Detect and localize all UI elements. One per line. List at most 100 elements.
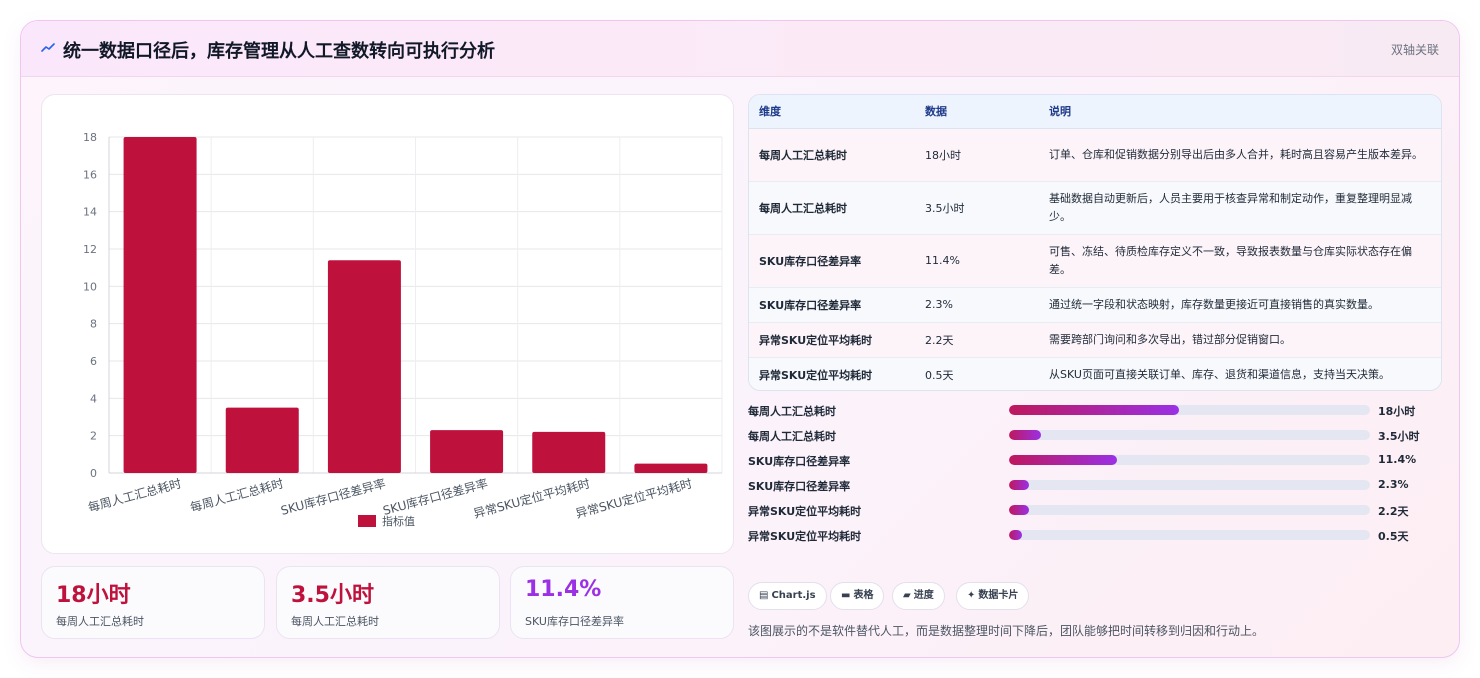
progress-label: 异常SKU定位平均耗时 (748, 530, 862, 543)
column-header-description: 说明 (1039, 95, 1441, 129)
page-title: 统一数据口径后，库存管理从人工查数转向可执行分析 (63, 41, 495, 62)
cell-description: 从SKU页面可直接关联订单、库存、退货和渠道信息，支持当天决策。 (1049, 367, 1390, 381)
cell-value: 2.2天 (915, 322, 1039, 358)
chip-data-card[interactable]: ✦ 数据卡片 (956, 582, 1030, 610)
y-tick-label: 6 (90, 355, 97, 368)
cell-dimension: 异常SKU定位平均耗时 (749, 322, 915, 358)
progress-list: 每周人工汇总耗时 18小时 每周人工汇总耗时 3.5小时 SKU库存口径差异率 … (748, 401, 1442, 551)
y-tick-label: 0 (90, 467, 97, 480)
table-icon: ▬ (841, 590, 851, 601)
progress-icon: ▰ (903, 590, 911, 601)
dual-axis-badge[interactable]: 双轴关联 (1390, 43, 1439, 57)
stat-value: 3.5小时 (291, 583, 374, 608)
progress-fill (1009, 530, 1022, 540)
cell-dimension: 每周人工汇总耗时 (749, 181, 915, 235)
cell-value: 2.3% (915, 287, 1039, 323)
progress-fill (1009, 430, 1042, 440)
detail-table-container: 维度 数据 说明 每周人工汇总耗时 18小时 订单、仓库和促销数据分别导出后由多… (748, 94, 1442, 391)
progress-row: 每周人工汇总耗时 18小时 (748, 401, 1442, 426)
y-tick-label: 8 (90, 318, 97, 331)
progress-row: SKU库存口径差异率 11.4% (748, 451, 1442, 476)
chip-table[interactable]: ▬ 表格 (830, 582, 885, 610)
progress-value: 0.5天 (1378, 530, 1409, 543)
progress-row: 每周人工汇总耗时 3.5小时 (748, 426, 1442, 451)
bar (327, 260, 401, 473)
cell-description: 需要跨部门询问和多次导出，错过部分促销窗口。 (1039, 322, 1441, 358)
bar (225, 407, 299, 473)
sparkle-icon: ✦ (967, 590, 976, 601)
stat-card-sku-diff: 11.4% SKU库存口径差异率 (510, 566, 734, 639)
progress-label: SKU库存口径差异率 (748, 480, 851, 493)
y-tick-label: 4 (90, 392, 97, 405)
chip-label: 表格 (853, 590, 874, 601)
stat-value: 11.4% (525, 577, 602, 602)
x-tick-label: 异常SKU定位平均耗时 (472, 475, 592, 521)
cell-dimension: SKU库存口径差异率 (749, 287, 915, 323)
cell-description: 基础数据自动更新后，人员主要用于核查异常和制定动作，重复整理明显减少。 (1039, 181, 1441, 235)
y-tick-label: 12 (83, 243, 97, 256)
progress-value: 3.5小时 (1378, 430, 1420, 443)
progress-track (1009, 455, 1370, 465)
progress-value: 2.2天 (1378, 505, 1409, 518)
progress-label: 异常SKU定位平均耗时 (748, 505, 862, 518)
table-row: SKU库存口径差异率 2.3% 通过统一字段和状态映射，库存数量更接近可直接销售… (749, 287, 1441, 323)
cell-dimension: 每周人工汇总耗时 (749, 128, 915, 182)
table-row: 异常SKU定位平均耗时 0.5天 从SKU页面可直接关联订单、库存、退货和渠道信… (749, 357, 1441, 390)
progress-fill (1009, 405, 1179, 415)
chip-label: Chart.js (771, 590, 816, 601)
bar (634, 463, 708, 473)
x-tick-label: SKU库存口径差异率 (279, 475, 387, 517)
progress-row: SKU库存口径差异率 2.3% (748, 476, 1442, 501)
progress-label: 每周人工汇总耗时 (748, 430, 836, 443)
bar (532, 431, 606, 473)
progress-row: 异常SKU定位平均耗时 0.5天 (748, 526, 1442, 551)
dashboard-card: 统一数据口径后，库存管理从人工查数转向可执行分析 双轴关联 0 2 4 6 8 10 12 1… (20, 20, 1460, 658)
cell-dimension: 异常SKU定位平均耗时 (759, 368, 873, 382)
y-tick-label: 10 (83, 280, 97, 293)
legend-swatch (358, 515, 376, 527)
progress-value: 18小时 (1378, 405, 1416, 418)
y-tick-label: 2 (90, 430, 97, 443)
legend-label: 指标值 (382, 514, 415, 528)
stat-card-weekly-before: 18小时 每周人工汇总耗时 (41, 566, 265, 639)
y-tick-label: 16 (83, 168, 97, 181)
column-header-value: 数据 (915, 95, 1039, 129)
table-row: 异常SKU定位平均耗时 2.2天 需要跨部门询问和多次导出，错过部分促销窗口。 (749, 322, 1441, 358)
bar (123, 137, 197, 473)
trend-line-icon (41, 43, 55, 52)
cell-value: 18小时 (915, 128, 1039, 182)
cell-value: 0.5天 (925, 368, 954, 382)
progress-label: 每周人工汇总耗时 (748, 405, 836, 418)
progress-track (1009, 505, 1370, 515)
detail-table: 维度 数据 说明 每周人工汇总耗时 18小时 订单、仓库和促销数据分别导出后由多… (749, 95, 1441, 390)
y-tick-label: 18 (83, 131, 97, 144)
progress-value: 2.3% (1378, 478, 1409, 491)
stat-value: 18小时 (56, 583, 131, 608)
bar-chart-panel: 0 2 4 6 8 10 12 14 16 18 每周人工汇总耗时 每周人工汇总耗时 SKU库存口径差异… (41, 94, 734, 554)
stat-label: SKU库存口径差异率 (525, 615, 624, 628)
chip-label: 进度 (913, 590, 934, 601)
table-row: 每周人工汇总耗时 3.5小时 基础数据自动更新后，人员主要用于核查异常和制定动作… (749, 181, 1441, 235)
x-tick-label: 每周人工汇总耗时 (86, 475, 183, 514)
progress-track (1009, 430, 1370, 440)
chip-progress[interactable]: ▰ 进度 (892, 582, 945, 610)
progress-fill (1009, 480, 1029, 490)
progress-track (1009, 530, 1370, 540)
y-tick-label: 14 (83, 206, 97, 219)
chart-icon: ▤ (759, 590, 769, 601)
cell-description: 通过统一字段和状态映射，库存数量更接近可直接销售的真实数量。 (1039, 287, 1441, 323)
card-header: 统一数据口径后，库存管理从人工查数转向可执行分析 双轴关联 (21, 21, 1459, 77)
table-row: SKU库存口径差异率 11.4% 可售、冻结、待质检库存定义不一致，导致报表数量… (749, 234, 1441, 288)
column-header-dimension: 维度 (749, 95, 915, 129)
table-row: 每周人工汇总耗时 18小时 订单、仓库和促销数据分别导出后由多人合并，耗时高且容… (749, 128, 1441, 182)
footer-note: 该图展示的不是软件替代人工，而是数据整理时间下降后，团队能够把时间转移到归因和行… (748, 624, 1265, 638)
table-header-row: 维度 数据 说明 (749, 95, 1441, 129)
chip-chartjs[interactable]: ▤ Chart.js (748, 582, 827, 610)
stat-label: 每周人工汇总耗时 (291, 615, 379, 628)
cell-description: 可售、冻结、待质检库存定义不一致，导致报表数量与仓库实际状态存在偏差。 (1039, 234, 1441, 288)
x-tick-label: 每周人工汇总耗时 (188, 475, 285, 514)
bar (430, 430, 504, 473)
progress-fill (1009, 455, 1118, 465)
stat-card-weekly-after: 3.5小时 每周人工汇总耗时 (276, 566, 500, 639)
